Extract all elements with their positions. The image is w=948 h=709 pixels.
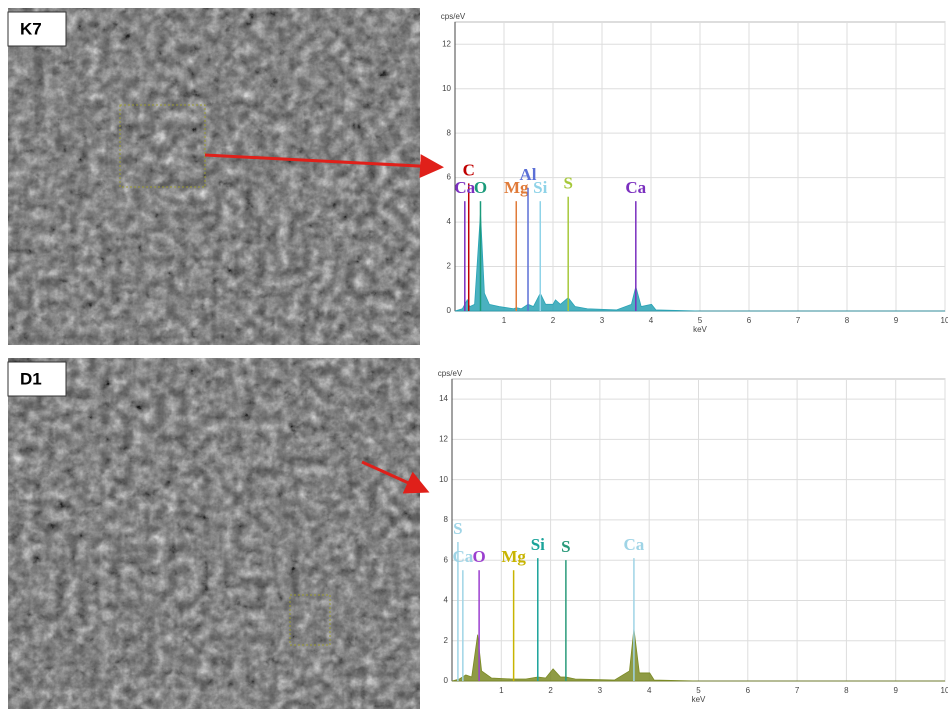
y-tick-label: 10 (442, 84, 451, 93)
x-tick-label: 5 (698, 316, 703, 325)
panel-label: K7 (20, 19, 42, 38)
x-tick-label: 8 (845, 316, 850, 325)
y-tick-label: 4 (444, 596, 449, 605)
x-tick-label: 2 (548, 686, 553, 695)
x-tick-label: 6 (747, 316, 752, 325)
y-tick-label: 6 (444, 555, 449, 564)
x-tick-label: 7 (795, 686, 800, 695)
x-tick-label: 3 (598, 686, 603, 695)
y-tick-label: 12 (439, 435, 448, 444)
x-tick-label: 10 (941, 686, 948, 695)
spectrum (451, 628, 945, 682)
peak-label: Ca (452, 547, 473, 566)
panel-label-box (7, 361, 67, 397)
panel-label: D1 (20, 369, 42, 388)
x-tick-label: 2 (551, 316, 556, 325)
x-tick-label: 4 (649, 316, 654, 325)
x-tick-label: 7 (796, 316, 801, 325)
peak-label: Si (531, 535, 545, 554)
y-tick-label: 2 (444, 636, 449, 645)
peak-label: S (563, 174, 572, 193)
roi-box (289, 594, 331, 646)
x-tick-label: 3 (600, 316, 605, 325)
x-tick-label: 8 (844, 686, 849, 695)
peak-label: O (474, 178, 487, 197)
y-tick-label: 10 (439, 475, 448, 484)
peak-label: S (561, 537, 570, 556)
y-tick-label: 8 (444, 515, 449, 524)
peak-label: Ca (625, 178, 646, 197)
peak-label: S (453, 519, 462, 538)
peak-label: Al (520, 165, 537, 184)
x-tick-label: 1 (502, 316, 507, 325)
y-axis-label: cps/eV (441, 12, 466, 21)
peak-label: Mg (501, 547, 526, 566)
sem-texture (8, 8, 420, 345)
y-tick-label: 14 (439, 394, 448, 403)
x-tick-label: 6 (746, 686, 751, 695)
peak-label: Ca (454, 178, 475, 197)
panel-label-box (7, 11, 67, 47)
y-tick-label: 6 (447, 173, 452, 182)
peak-label: Ca (624, 535, 645, 554)
roi-box (119, 104, 206, 188)
arrow (361, 460, 430, 494)
x-tick-label: 9 (894, 316, 899, 325)
y-tick-label: 0 (444, 676, 449, 685)
y-tick-label: 8 (447, 128, 452, 137)
x-axis-label: keV (692, 695, 706, 704)
y-tick-label: 2 (447, 262, 452, 271)
x-tick-label: 9 (893, 686, 898, 695)
x-tick-label: 4 (647, 686, 652, 695)
x-tick-label: 10 (941, 316, 948, 325)
y-tick-label: 4 (447, 217, 452, 226)
x-tick-label: 1 (499, 686, 504, 695)
peak-label: O (472, 547, 485, 566)
x-axis-label: keV (693, 325, 707, 334)
y-tick-label: 12 (442, 39, 451, 48)
x-tick-label: 5 (696, 686, 701, 695)
peak-label: Mg (504, 178, 529, 197)
sem-texture (8, 358, 420, 709)
y-tick-label: 0 (447, 306, 452, 315)
peak-label: C (463, 160, 475, 179)
y-axis-label: cps/eV (438, 369, 463, 378)
arrow (204, 153, 444, 179)
peak-label: Si (533, 178, 547, 197)
